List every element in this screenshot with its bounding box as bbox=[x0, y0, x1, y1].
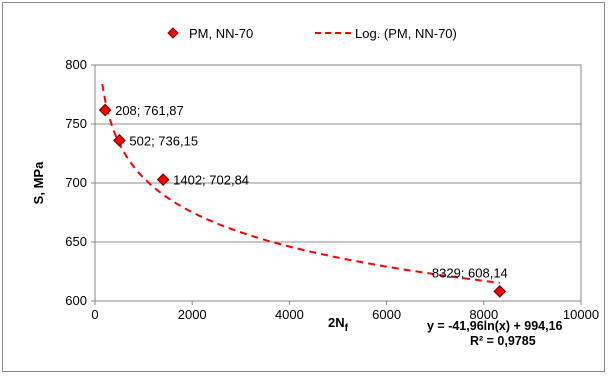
legend-diamond-marker bbox=[167, 27, 179, 39]
data-point-label: 208; 761,87 bbox=[115, 103, 184, 118]
trendline-r-squared: R² = 0,9785 bbox=[470, 334, 536, 348]
x-axis-title: 2Nf bbox=[328, 315, 349, 334]
x-tick-label: 10000 bbox=[563, 307, 599, 322]
grid-layer bbox=[95, 64, 581, 243]
trendline-equation: y = -41,96ln(x) + 994,16 bbox=[427, 319, 563, 333]
x-tick-label: 2000 bbox=[178, 307, 207, 322]
y-tick-label: 750 bbox=[65, 116, 87, 131]
data-point-marker bbox=[156, 173, 170, 186]
trendline-curve bbox=[101, 83, 500, 284]
chart-frame: 208; 761,87 502; 736,15 1402; 702,84 8329; … bbox=[2, 2, 605, 372]
x-tick-label: 4000 bbox=[275, 307, 304, 322]
legend-series-label: PM, NN-70 bbox=[189, 26, 253, 41]
trend-layer bbox=[101, 83, 500, 284]
x-axis-title-main: 2N bbox=[328, 315, 345, 330]
data-point-marker bbox=[493, 285, 507, 298]
marker-layer bbox=[98, 103, 507, 298]
legend: PM, NN-70 Log. (PM, NN-70) bbox=[167, 26, 457, 41]
data-point-label: 502; 736,15 bbox=[129, 133, 198, 148]
y-tick-label: 650 bbox=[65, 234, 87, 249]
chart-svg: 208; 761,87 502; 736,15 1402; 702,84 8329; … bbox=[31, 26, 599, 348]
y-tick-label: 700 bbox=[65, 175, 87, 190]
data-point-label: 8329; 608,14 bbox=[432, 265, 508, 280]
y-tick-label: 600 bbox=[65, 293, 87, 308]
y-axis-title: S, MPa bbox=[31, 161, 46, 204]
x-axis-title-subscript: f bbox=[345, 323, 349, 334]
data-point-marker bbox=[113, 133, 126, 147]
data-point-label: 1402; 702,84 bbox=[173, 173, 249, 188]
y-tick-label: 800 bbox=[65, 57, 87, 72]
x-tick-label: 0 bbox=[91, 307, 98, 322]
legend-trendline-label: Log. (PM, NN-70) bbox=[355, 26, 457, 41]
x-tick-label: 8000 bbox=[469, 307, 498, 322]
label-layer: 208; 761,87 502; 736,15 1402; 702,84 8329; … bbox=[115, 103, 508, 280]
x-tick-label: 6000 bbox=[372, 307, 401, 322]
data-point-marker bbox=[98, 103, 112, 117]
